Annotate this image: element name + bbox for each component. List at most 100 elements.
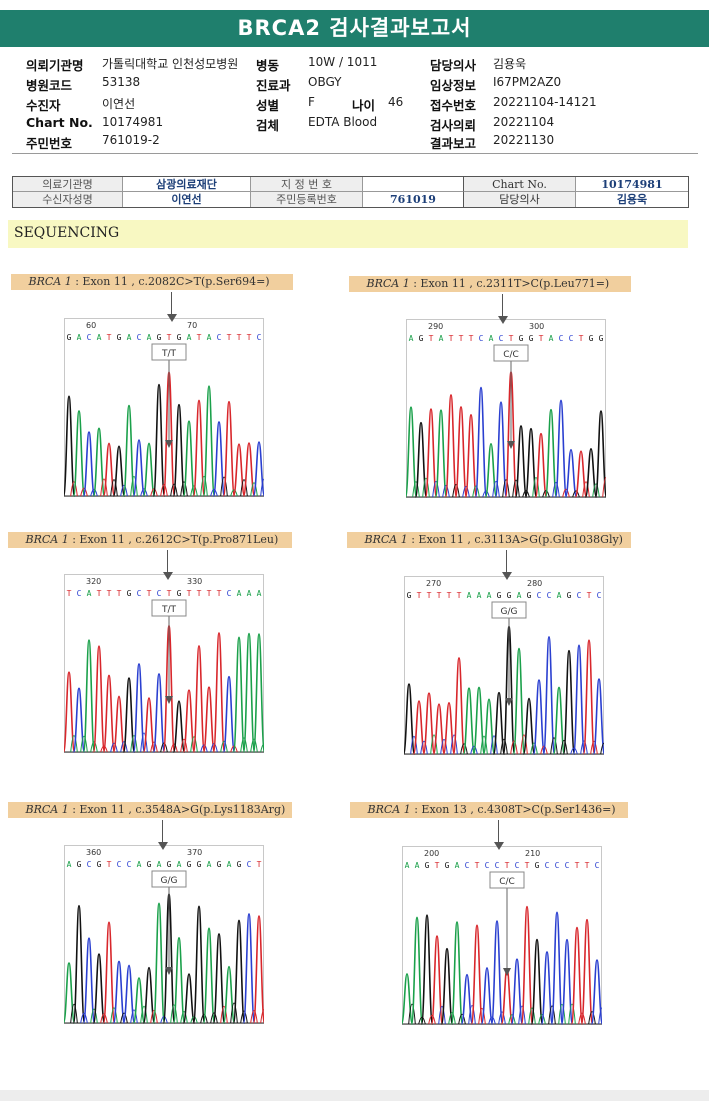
base-letter: C bbox=[547, 591, 552, 600]
trace-noise bbox=[150, 488, 158, 497]
base-letter: T bbox=[107, 860, 112, 869]
trace-noise bbox=[578, 1012, 586, 1025]
trace-peak bbox=[92, 953, 106, 1024]
trace-peak bbox=[552, 686, 566, 755]
base-letter: A bbox=[147, 333, 152, 342]
header-value: 20221130 bbox=[493, 133, 555, 147]
base-letter: G bbox=[529, 334, 534, 343]
trace-peak bbox=[64, 671, 76, 753]
trace-noise bbox=[440, 738, 448, 755]
trace-noise bbox=[522, 490, 530, 498]
trace-peak bbox=[122, 964, 136, 1024]
table-cell: 지 정 번 호 bbox=[251, 177, 363, 192]
trace-peak bbox=[554, 399, 568, 498]
trace-noise bbox=[450, 734, 458, 755]
base-letter: G bbox=[117, 333, 122, 342]
position-number: 300 bbox=[529, 322, 544, 331]
base-letter: C bbox=[257, 333, 262, 342]
trace-peak bbox=[592, 678, 604, 755]
trace-peak bbox=[464, 414, 478, 498]
table-cell: 10174981 bbox=[576, 177, 688, 192]
trace-noise bbox=[592, 483, 600, 498]
base-letter: T bbox=[427, 591, 432, 600]
trace-noise bbox=[230, 489, 238, 497]
trace-peak bbox=[420, 914, 434, 1025]
table-cell: 의료기관명 bbox=[13, 177, 123, 192]
base-letter: G bbox=[167, 860, 172, 869]
trace-noise bbox=[430, 734, 438, 755]
chromatogram-panel: 360 370 A G C G T C C A G A G A G G A G A G C T G/G bbox=[64, 845, 264, 1039]
trace-noise bbox=[600, 742, 604, 755]
trace-peak bbox=[434, 409, 448, 498]
base-letter: A bbox=[477, 591, 482, 600]
base-letter: C bbox=[87, 333, 92, 342]
chromatogram-panel: 290 300 A G T A T T T C A C T G G T A C C T G G C/C bbox=[406, 319, 606, 513]
trace-peak bbox=[142, 697, 156, 753]
header-label: Chart No. bbox=[26, 115, 93, 130]
trace-noise bbox=[190, 736, 198, 753]
trace-noise bbox=[560, 739, 568, 755]
trace-noise bbox=[408, 1003, 416, 1025]
variant-desc: : Exon 11 , c.2311T>C(p.Leu771=) bbox=[409, 277, 610, 290]
trace-peak bbox=[152, 383, 166, 497]
trace-peak bbox=[406, 406, 418, 498]
trace-peak bbox=[594, 410, 606, 498]
base-letter: A bbox=[439, 334, 444, 343]
base-letter: C bbox=[495, 861, 500, 870]
base-letter: A bbox=[549, 334, 554, 343]
trace-noise bbox=[412, 481, 420, 498]
trace-noise bbox=[250, 738, 258, 753]
variant-label: BRCA 1 : Exon 11 , c.3548A>G(p.Lys1183Ar… bbox=[8, 802, 292, 818]
base-letter: G bbox=[77, 860, 82, 869]
variant-desc: : Exon 11 , c.2082C>T(p.Ser694=) bbox=[71, 275, 270, 288]
base-letter: T bbox=[257, 860, 262, 869]
trace-peak bbox=[482, 698, 496, 755]
header-label: 결과보고 bbox=[430, 136, 477, 151]
trace-peak bbox=[192, 645, 206, 753]
trace-noise bbox=[568, 1003, 576, 1025]
base-letter: T bbox=[509, 334, 514, 343]
table-cell: 수신자성명 bbox=[13, 192, 123, 207]
trace-noise bbox=[140, 732, 148, 753]
trace-noise bbox=[90, 1008, 98, 1024]
base-letter: T bbox=[207, 589, 212, 598]
base-letter: G bbox=[97, 860, 102, 869]
trace-noise bbox=[220, 1005, 228, 1024]
trace-noise bbox=[110, 1007, 118, 1024]
trace-noise bbox=[438, 1005, 446, 1025]
table-cell: 담당의사 bbox=[464, 192, 576, 207]
header-value: OBGY bbox=[308, 75, 342, 89]
trace-noise bbox=[532, 476, 540, 498]
trace-noise bbox=[200, 744, 208, 753]
variant-label: BRCA 1 : Exon 11 , c.3113A>G(p.Glu1038Gl… bbox=[347, 532, 631, 548]
trace-noise bbox=[260, 478, 264, 497]
table-cell: 이연선 bbox=[123, 192, 251, 207]
trace-peak bbox=[152, 902, 166, 1024]
trace-noise bbox=[542, 490, 550, 498]
trace-peak bbox=[92, 645, 106, 753]
trace-noise bbox=[488, 1016, 496, 1025]
base-letter: T bbox=[147, 589, 152, 598]
trace-peak bbox=[212, 933, 226, 1024]
base-letter: A bbox=[405, 861, 410, 870]
trace-noise bbox=[240, 479, 248, 497]
trace-peak bbox=[532, 679, 546, 755]
trace-peak bbox=[442, 702, 456, 755]
chromatogram-panel: 270 280 G T T T T T A A A G G A G C C A G C T C G/G bbox=[404, 576, 604, 770]
trace-noise bbox=[428, 1014, 436, 1025]
base-letter: A bbox=[137, 860, 142, 869]
trace-noise bbox=[230, 1002, 238, 1024]
base-letter: A bbox=[87, 589, 92, 598]
trace-peak bbox=[542, 635, 556, 755]
base-letter: C bbox=[555, 861, 560, 870]
base-letter: T bbox=[505, 861, 510, 870]
trace-peak bbox=[72, 904, 86, 1024]
trace-peak bbox=[152, 673, 166, 753]
header-label: 접수번호 bbox=[430, 98, 477, 113]
trace-peak bbox=[132, 977, 146, 1024]
header-value: 53138 bbox=[102, 75, 141, 89]
variant-label: BRCA 1 : Exon 11 , c.2612C>T(p.Pro871Leu… bbox=[8, 532, 292, 548]
trace-noise bbox=[70, 735, 78, 753]
trace-peak bbox=[182, 973, 196, 1024]
trace-peak bbox=[544, 408, 558, 498]
